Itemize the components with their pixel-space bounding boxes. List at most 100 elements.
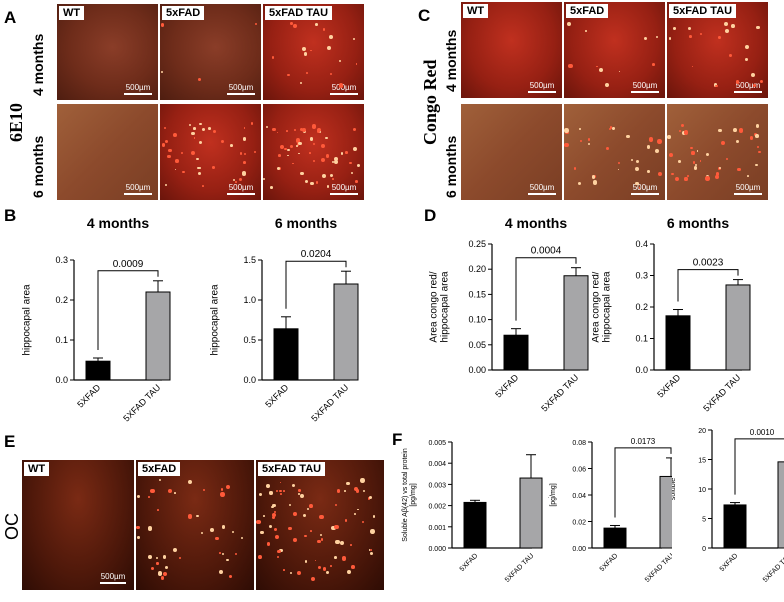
- plaque-dot: [688, 34, 692, 38]
- plaque-dot: [344, 519, 348, 522]
- panel-c-letter: C: [418, 6, 431, 25]
- significance-bracket: [97, 270, 159, 350]
- y-tick-label: 0.10: [468, 315, 486, 325]
- plaque-dot: [724, 29, 729, 34]
- plaque-dot: [150, 488, 155, 494]
- plaque-dot: [317, 539, 321, 544]
- y-axis-label: hippocapal area: [210, 284, 221, 356]
- micrograph-c-5xfadtau-6m: 500µm: [667, 104, 768, 200]
- plaque-dot: [178, 557, 181, 560]
- plaque-dot: [314, 559, 317, 562]
- plaque-dot: [732, 128, 737, 133]
- significance-bracket: [734, 438, 784, 495]
- plaque-dot: [329, 72, 333, 76]
- plaque-dot: [295, 138, 300, 143]
- category-label: 5XFAD TAU: [309, 382, 350, 423]
- y-tick-label: 1.0: [243, 295, 256, 305]
- plaque-dot: [260, 530, 264, 534]
- plaque-dot: [279, 489, 282, 492]
- y-tick-label: 0.3: [635, 271, 648, 281]
- plaque-dot: [369, 548, 372, 551]
- bar-5xfad: [503, 334, 529, 371]
- micrograph-a-5xfadtau-6m: 500µm: [263, 104, 364, 200]
- plaque-dot: [210, 527, 215, 532]
- plaque-dot: [750, 136, 754, 140]
- plaque-dot: [347, 569, 352, 574]
- plaque-dot: [735, 80, 740, 84]
- micrograph-a-wt-4m: WT 500µm: [57, 4, 158, 100]
- category-label: 5XFAD TAU: [539, 372, 580, 413]
- plaque-dot: [312, 159, 315, 162]
- plaque-dot: [335, 503, 338, 506]
- y-tick-label: 0.20: [468, 264, 486, 274]
- panel-b-letter: B: [4, 206, 17, 225]
- plaque-dot: [320, 144, 326, 149]
- plaque-dot: [618, 70, 621, 73]
- plaque-dot: [220, 139, 225, 144]
- plaque-dot: [715, 172, 720, 176]
- plaque-dot: [277, 153, 281, 157]
- plaque-dot: [156, 562, 159, 565]
- scale-bar: 500µm: [124, 183, 152, 195]
- plaque-dot: [693, 165, 698, 170]
- plaque-dot: [334, 525, 339, 530]
- micrograph-c-wt-6m: 500µm: [461, 104, 562, 200]
- plaque-dot: [320, 537, 324, 541]
- y-axis-label: hippocapal area: [440, 271, 451, 343]
- plaque-dot: [336, 489, 340, 493]
- plaque-dot: [715, 85, 718, 88]
- col-label-5xfad-tau: 5xFAD TAU: [265, 6, 333, 20]
- plaque-dot: [289, 571, 292, 574]
- plaque-dot: [241, 171, 246, 176]
- bar-5xfad-tau: [519, 477, 543, 549]
- y-tick-label: 0.4: [635, 239, 648, 249]
- plaque-dot: [275, 534, 280, 540]
- plaque-dot: [756, 145, 759, 148]
- plaque-dot: [654, 148, 659, 153]
- plaque-dot: [731, 23, 735, 28]
- scale-bar: 500µm: [227, 83, 255, 95]
- col-label-5xfad-tau: 5xFAD TAU: [669, 4, 737, 18]
- y-axis-label: hippocapal area: [602, 271, 613, 343]
- plaque-dot: [609, 128, 612, 131]
- plaque-dot: [174, 168, 177, 171]
- plaque-dot: [316, 130, 321, 134]
- plaque-dot: [296, 143, 299, 146]
- chart-f-soluble: 0.000 0.001 0.002 0.003 0.004 0.005 Soluble Aβ…: [402, 440, 543, 584]
- chart-d-6-months: 6 months 0.0 0.1 0.2 0.3 0.4 Area congo red/hi…: [592, 215, 751, 413]
- plaque-dot: [760, 80, 763, 84]
- plaque-dot: [218, 569, 223, 574]
- plaque-dot: [725, 157, 729, 161]
- plaque-dot: [579, 128, 582, 130]
- plaque-dot: [228, 574, 233, 579]
- plaque-dot: [315, 23, 319, 26]
- plaque-dot: [696, 150, 699, 153]
- plaque-dot: [680, 123, 684, 128]
- plaque-dot: [292, 537, 297, 542]
- plaque-dot: [191, 132, 195, 136]
- y-tick-label: 0.002: [428, 504, 446, 511]
- plaque-dot: [279, 481, 282, 484]
- plaque-dot: [657, 139, 662, 144]
- plaque-dot: [196, 514, 199, 518]
- y-tick-label: 0.004: [428, 461, 446, 468]
- y-tick-label: 0.0: [55, 375, 68, 385]
- plaque-dot: [638, 187, 641, 190]
- scale-bar: 500µm: [124, 83, 152, 95]
- y-tick-label: 0.02: [572, 520, 586, 527]
- plaque-dot: [310, 181, 314, 186]
- y-tick-label: 0.001: [428, 525, 446, 532]
- plaque-dot: [688, 26, 692, 30]
- plaque-dot: [274, 527, 278, 531]
- plaque-dot: [300, 171, 304, 175]
- plaque-dot: [592, 180, 598, 185]
- significance-bracket: [285, 260, 347, 309]
- plaque-dot: [310, 576, 316, 582]
- plaque-dot: [331, 525, 336, 531]
- category-label: 5XFAD TAU: [121, 382, 162, 423]
- plaque-dot: [188, 514, 193, 519]
- plaque-dot: [755, 124, 760, 128]
- plaque-dot: [345, 151, 348, 154]
- plaque-dot: [280, 492, 283, 495]
- plaque-dot: [272, 127, 276, 132]
